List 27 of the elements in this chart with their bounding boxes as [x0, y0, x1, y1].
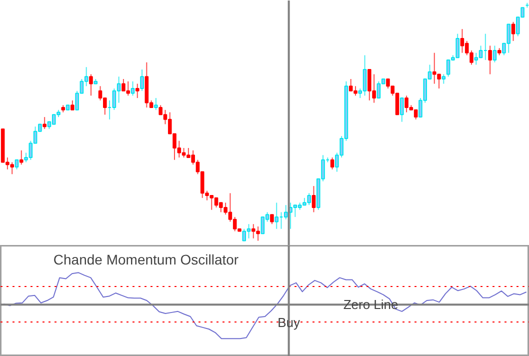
candlestick: [376, 80, 381, 99]
candlestick: [312, 186, 316, 213]
chart-title: Chande Momentum Oscillator: [53, 252, 239, 268]
candlestick: [474, 52, 478, 66]
candlestick: [270, 214, 274, 225]
candlestick: [400, 98, 404, 122]
candlestick: [488, 45, 492, 75]
candlestick: [442, 74, 446, 84]
candlestick: [130, 80, 135, 96]
candlestick: [70, 100, 74, 110]
candlestick: [330, 156, 334, 170]
candlestick: [511, 21, 516, 42]
candlestick: [154, 98, 158, 110]
candlestick: [460, 28, 464, 54]
candlestick: [140, 68, 144, 92]
candlestick: [89, 74, 93, 96]
candlestick: [492, 45, 497, 63]
candlestick: [293, 204, 298, 218]
candlestick: [136, 83, 140, 99]
candlestick: [414, 109, 418, 120]
candlestick: [42, 116, 46, 130]
candlestick: [274, 202, 278, 230]
candlestick: [260, 216, 265, 234]
candlestick: [14, 159, 19, 170]
candlestick: [284, 204, 288, 220]
candlestick: [242, 228, 246, 242]
candlestick: [19, 150, 24, 166]
